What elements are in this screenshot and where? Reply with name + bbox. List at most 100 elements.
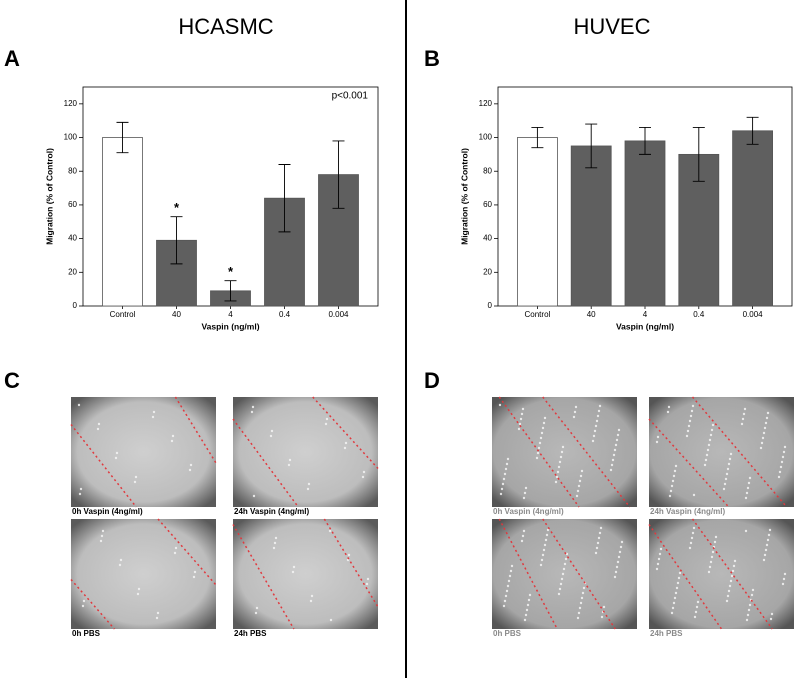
- cell-speck: [690, 536, 694, 540]
- cell-speck: [173, 551, 177, 555]
- cell-speck: [595, 419, 599, 423]
- cell-speck: [705, 453, 709, 457]
- cell-speck: [560, 577, 564, 581]
- cell-speck: [598, 404, 602, 408]
- cell-speck: [725, 599, 729, 603]
- cell-speck: [780, 460, 784, 464]
- cell-speck: [594, 424, 598, 428]
- cell-speck: [519, 417, 523, 421]
- cell-speck: [766, 411, 770, 415]
- cell-speck: [710, 555, 714, 559]
- cell-speck: [505, 462, 509, 466]
- cell-speck: [732, 564, 736, 568]
- cell-speck: [596, 541, 600, 545]
- cell-speck: [614, 570, 618, 574]
- cell-speck: [615, 438, 619, 442]
- cell-speck: [555, 475, 559, 479]
- cell-speck: [101, 529, 105, 533]
- cell-speck: [612, 453, 616, 457]
- cell-speck: [746, 613, 750, 617]
- cell-speck: [741, 417, 745, 421]
- cell-speck: [692, 493, 696, 497]
- cell-speck: [366, 577, 370, 581]
- cell-speck: [666, 410, 670, 414]
- cell-speck: [347, 553, 351, 557]
- column-title: HUVEC: [573, 14, 650, 39]
- cell-speck: [365, 582, 369, 586]
- cell-speck: [728, 457, 732, 461]
- cell-speck: [708, 438, 712, 442]
- cell-speck: [577, 484, 581, 488]
- cell-speck: [270, 429, 274, 433]
- cell-speck: [726, 594, 730, 598]
- cell-speck: [115, 451, 119, 455]
- x-tick-label: 0.4: [279, 310, 291, 319]
- cell-speck: [136, 592, 140, 596]
- cell-speck: [517, 427, 521, 431]
- cell-speck: [344, 441, 348, 445]
- panel-label: A: [4, 46, 20, 71]
- x-tick-label: 4: [643, 310, 648, 319]
- cell-speck: [188, 468, 192, 472]
- cell-speck: [527, 598, 531, 602]
- cell-speck: [156, 611, 160, 615]
- error-bar: [639, 126, 651, 155]
- cell-speck: [170, 439, 174, 443]
- cell-speck: [578, 479, 582, 483]
- cell-speck: [193, 570, 197, 574]
- cell-speck: [510, 564, 514, 568]
- cell-speck: [543, 543, 547, 547]
- cell-speck: [724, 477, 728, 481]
- y-tick-label: 40: [483, 234, 492, 243]
- cell-speck: [273, 541, 277, 545]
- cell-speck: [725, 472, 729, 476]
- cell-speck: [670, 484, 674, 488]
- wound-edge: [542, 396, 631, 508]
- cell-speck: [573, 410, 577, 414]
- cell-speck: [133, 480, 137, 484]
- cell-speck: [599, 526, 603, 530]
- cell-speck: [731, 569, 735, 573]
- cell-speck: [591, 439, 595, 443]
- cell-speck: [711, 550, 715, 554]
- cell-speck: [687, 424, 691, 428]
- bar: [624, 140, 666, 307]
- y-tick-label: 120: [479, 99, 493, 108]
- cell-speck: [618, 550, 622, 554]
- error-bar: [332, 140, 345, 209]
- cell-speck: [522, 496, 526, 500]
- error-bar: [224, 280, 237, 302]
- cell-speck: [767, 533, 771, 537]
- cell-speck: [503, 472, 507, 476]
- cell-speck: [616, 433, 620, 437]
- wound-edge: [312, 396, 379, 470]
- cell-speck: [579, 601, 583, 605]
- cell-speck: [707, 570, 711, 574]
- cell-speck: [751, 588, 755, 592]
- cell-speck: [325, 417, 329, 421]
- y-tick-label: 60: [483, 200, 492, 209]
- cell-speck: [506, 584, 510, 588]
- cell-speck: [616, 560, 620, 564]
- cell-speck: [561, 572, 565, 576]
- wound-edge: [232, 524, 295, 630]
- cell-speck: [556, 470, 560, 474]
- cell-speck: [597, 409, 601, 413]
- cell-speck: [564, 557, 568, 561]
- cell-speck: [307, 482, 311, 486]
- cell-speck: [671, 606, 675, 610]
- cell-speck: [542, 548, 546, 552]
- cell-speck: [542, 421, 546, 425]
- cell-speck: [655, 440, 659, 444]
- cell-speck: [306, 487, 310, 491]
- cell-speck: [269, 434, 273, 438]
- x-tick-label: 4: [228, 310, 233, 319]
- cell-speck: [689, 414, 693, 418]
- cell-speck: [672, 474, 676, 478]
- cell-speck: [580, 469, 584, 473]
- cell-speck: [668, 494, 672, 498]
- cell-speck: [523, 491, 527, 495]
- cell-speck: [781, 582, 785, 586]
- cell-speck: [77, 403, 81, 407]
- cell-speck: [291, 570, 295, 574]
